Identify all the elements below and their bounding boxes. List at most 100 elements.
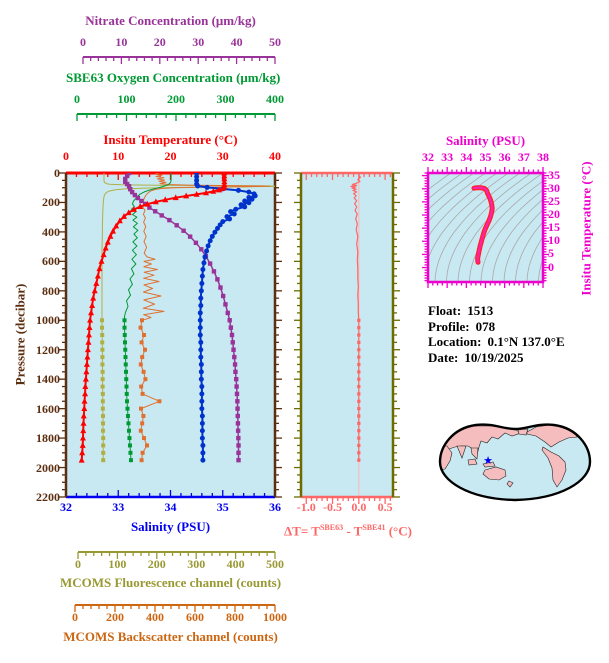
backscatter-tick-label: 0 — [72, 610, 78, 624]
temperature-profile-series — [78, 173, 228, 463]
nitrate-axis — [82, 56, 276, 64]
salinity-profile-series — [194, 173, 258, 463]
ts-diagram — [428, 173, 543, 282]
pressure-tick-label: 800 — [42, 283, 60, 298]
ts-temperature-tick-label: 15 — [548, 220, 560, 235]
ts-salinity-tick-label: 32 — [422, 150, 434, 164]
backscatter-tick-label: 600 — [186, 610, 204, 624]
salinity-tick-label: 35 — [216, 500, 229, 514]
oxygen-tick-label: 400 — [266, 92, 284, 106]
pressure-tick-label: 1600 — [36, 401, 60, 416]
salinity-axis-title: Salinity (PSU) — [130, 519, 211, 534]
temperature-tick-label: 10 — [112, 149, 125, 163]
oxygen-tick-label: 300 — [216, 92, 235, 106]
fluorescence-tick-label: 200 — [147, 557, 166, 571]
oxygen-tick-label: 100 — [117, 92, 136, 106]
pressure-tick-label: 1000 — [36, 313, 60, 328]
pressure-tick-label: 1400 — [36, 372, 60, 387]
ts-salinity-axis-title: Salinity (PSU) — [445, 133, 526, 148]
nitrate-tick-label: 0 — [80, 35, 86, 49]
pressure-tick-label: 2000 — [36, 460, 60, 475]
delta-t-axis-title: ΔT= TSBE63 - TSBE41 (°C) — [277, 520, 419, 538]
temperature-tick-label: 0 — [63, 149, 69, 163]
pressure-tick-label: 400 — [42, 224, 60, 239]
pressure-tick-label: 600 — [42, 254, 60, 269]
map-landmasses — [440, 424, 584, 488]
ts-salinity-tick-label: 37 — [517, 150, 530, 164]
ts-temperature-tick-label: 5 — [548, 246, 554, 261]
profile-number-label: Profile: — [428, 318, 470, 334]
location-value: 0.1°N 137.0°E — [487, 334, 565, 349]
delta-t-title-mid: - T — [343, 523, 363, 539]
delta-t-title-post: (°C) — [385, 523, 412, 539]
backscatter-profile-series — [138, 173, 271, 463]
nitrate-tick-label: 40 — [230, 35, 243, 49]
delta-t-tick-label: -1.0 — [296, 500, 316, 514]
fluorescence-tick-label: 500 — [266, 557, 284, 571]
pressure-tick-label: 2200 — [36, 490, 60, 504]
delta-t-title-pre: ΔT= T — [284, 523, 320, 539]
salinity-tick-label: 34 — [164, 500, 177, 514]
fluorescence-axis-title: MCOMS Fluorescence channel (counts) — [59, 575, 282, 590]
delta-t-series — [350, 173, 361, 462]
fluorescence-tick-label: 300 — [187, 557, 206, 571]
location-row: Location: 0.1°N 137.0°E — [428, 334, 565, 350]
delta-t-panel — [350, 173, 361, 497]
backscatter-tick-label: 200 — [106, 610, 124, 624]
date-value: 10/19/2025 — [464, 349, 524, 365]
salinity-tick-label: 32 — [60, 500, 72, 514]
delta-t-tick-label: 0.0 — [351, 500, 367, 514]
float-id-row: Float: 1513 — [428, 303, 565, 319]
ts-salinity-tick-label: 38 — [537, 150, 549, 164]
oxygen-axis — [76, 113, 276, 121]
float-id-value: 1513 — [467, 303, 494, 318]
fluorescence-tick-label: 400 — [226, 557, 245, 571]
location-label: Location: — [428, 334, 482, 349]
pressure-tick-label: 200 — [42, 195, 60, 210]
float-info-block: Float: 1513 Profile: 078 Location: 0.1°N 13… — [428, 303, 565, 365]
temperature-tick-label: 40 — [269, 149, 281, 163]
ts-salinity-tick-label: 34 — [460, 150, 473, 164]
ts-salinity-tick-label: 36 — [498, 150, 511, 164]
fluorescence-tick-label: 0 — [75, 557, 81, 571]
ts-temperature-tick-label: 25 — [548, 193, 560, 208]
backscatter-tick-label: 800 — [226, 610, 244, 624]
salinity-tick-label: 33 — [112, 500, 125, 514]
ts-temperature-tick-label: 10 — [548, 233, 560, 248]
salinity-tick-label: 36 — [269, 500, 281, 514]
ts-temperature-tick-label: 0 — [548, 259, 554, 274]
nitrate-axis-title: Nitrate Concentration (μm/kg) — [85, 13, 256, 28]
ts-salinity-tick-label: 33 — [441, 150, 454, 164]
ts-frame — [422, 167, 549, 288]
profile-number-row: Profile: 078 — [428, 319, 565, 335]
backscatter-tick-label: 1000 — [263, 610, 287, 624]
pressure-tick-label: 0 — [54, 166, 60, 180]
nitrate-tick-label: 50 — [269, 35, 281, 49]
backscatter-tick-label: 400 — [146, 610, 164, 624]
pressure-tick-label: 1800 — [36, 431, 60, 446]
ts-temperature-tick-label: 30 — [548, 180, 560, 195]
backscatter-axis — [74, 604, 276, 612]
delta-t-tick-label: 0.5 — [377, 500, 393, 514]
delta-t-tick-label: -0.5 — [323, 500, 343, 514]
date-label: Date: — [428, 349, 459, 365]
temperature-tick-label: 30 — [216, 149, 229, 163]
world-map: ★ — [438, 423, 592, 502]
ts-curve — [471, 185, 495, 265]
main-profiles — [78, 173, 275, 463]
delta-t-title-sup1: SBE63 — [319, 523, 344, 532]
delta-t-title-sup2: SBE41 — [362, 523, 386, 532]
nitrate-profile-series — [123, 173, 241, 463]
ts-temperature-tick-label: 20 — [548, 207, 560, 222]
backscatter-axis-title: MCOMS Backscatter channel (counts) — [63, 629, 278, 644]
ts-salinity-tick-label: 35 — [479, 150, 492, 164]
ts-temperature-tick-label: 35 — [548, 167, 560, 182]
pressure-tick-label: 1200 — [36, 342, 60, 357]
temperature-tick-label: 20 — [164, 149, 177, 163]
fluorescence-axis — [77, 551, 276, 559]
oxygen-axis-title: SBE63 Oxygen Concentration (μm/kg) — [66, 70, 281, 85]
oxygen-tick-label: 200 — [167, 92, 185, 106]
oxygen-tick-label: 0 — [74, 92, 80, 106]
